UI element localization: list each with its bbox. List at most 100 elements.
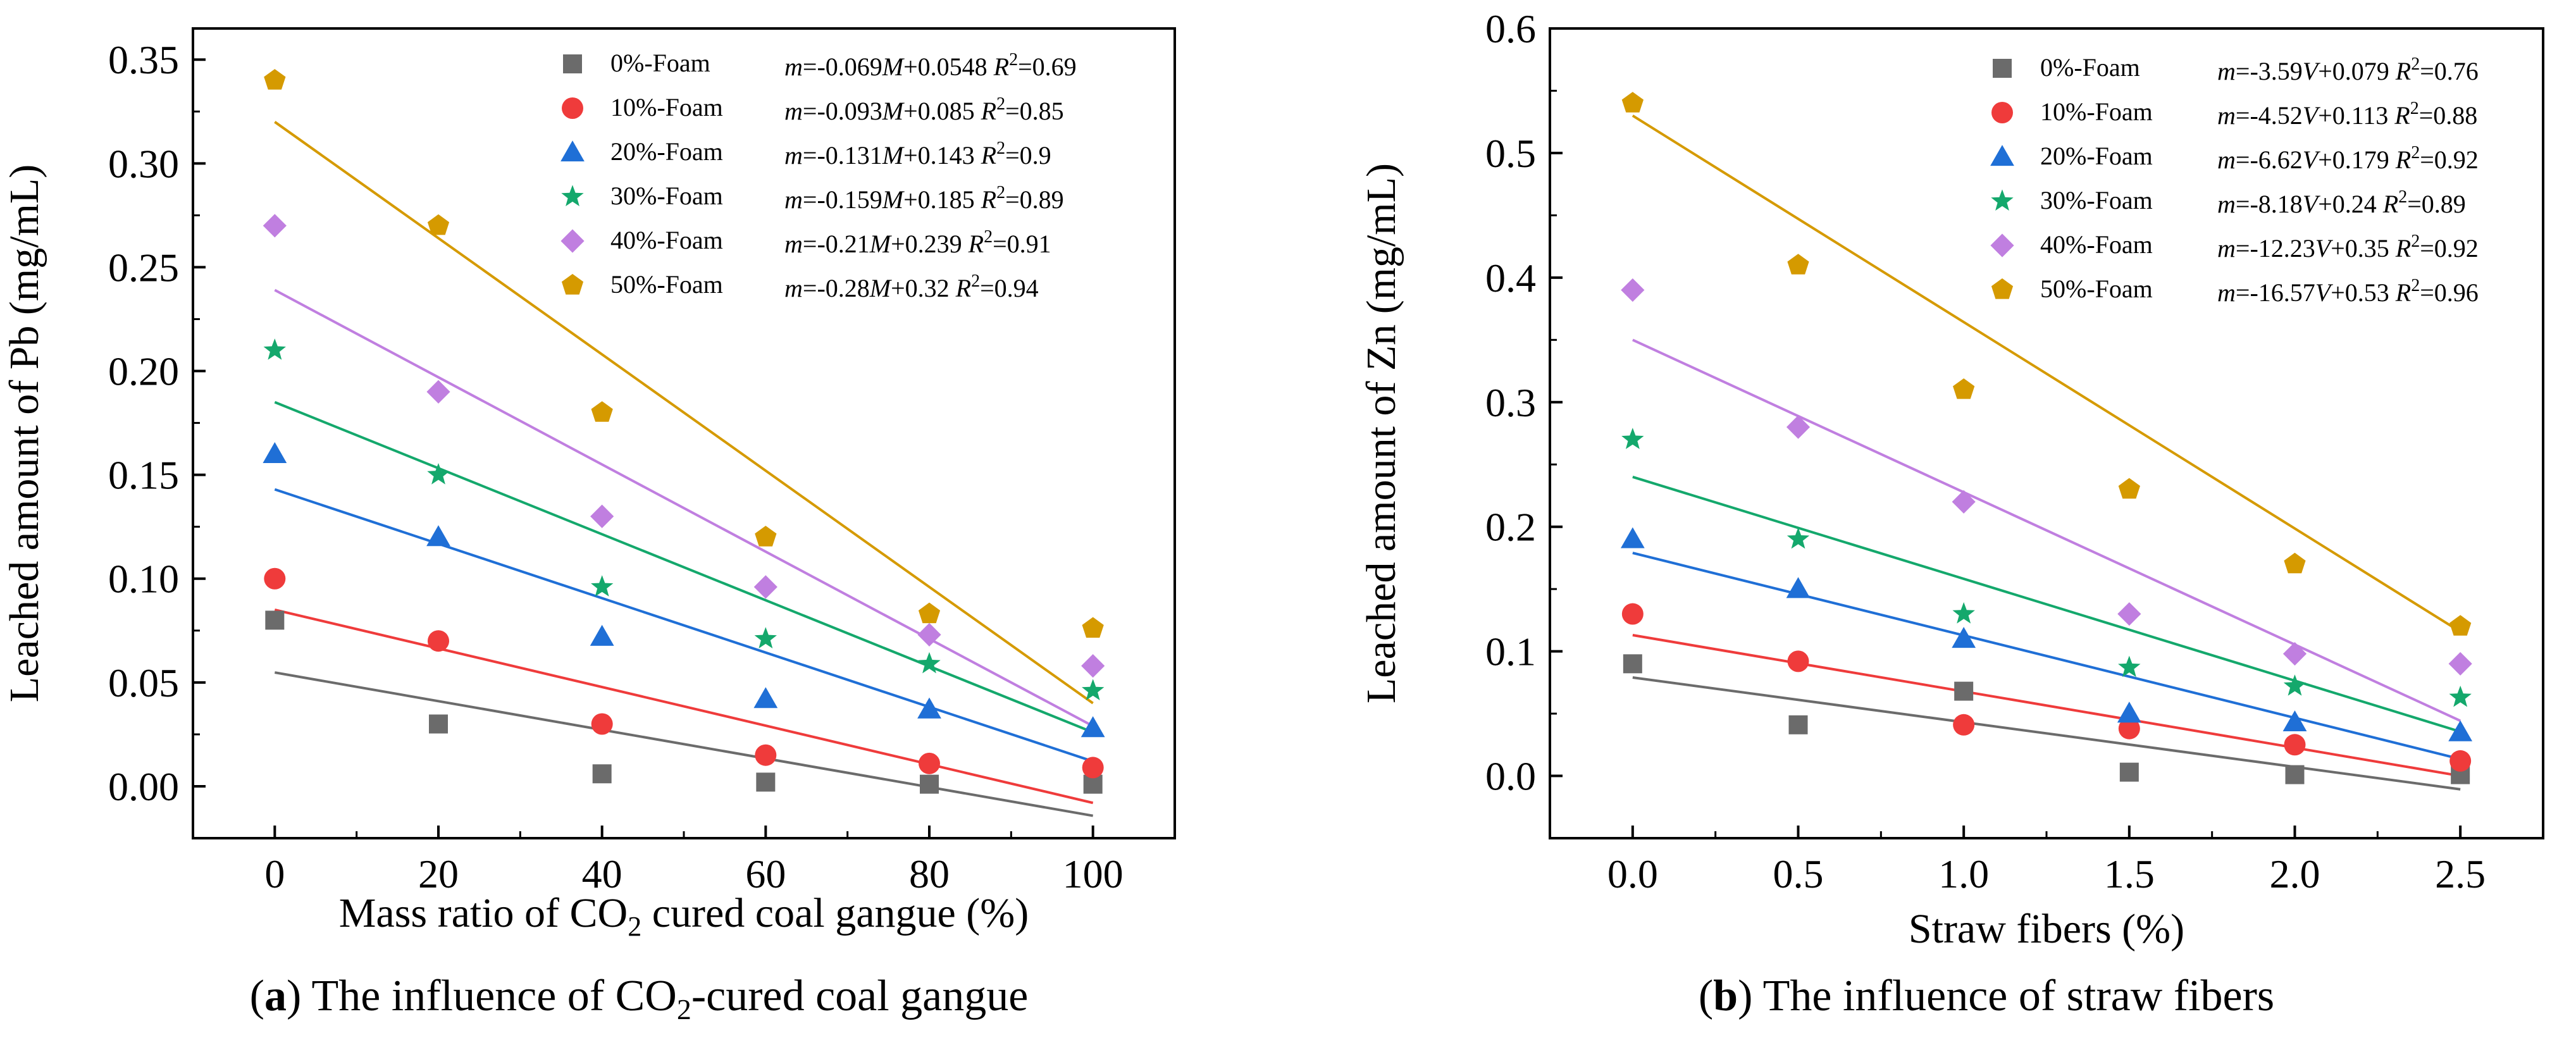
x-tick-label: 0.5: [1773, 851, 1824, 896]
data-point-50pct-Foam: [2118, 478, 2140, 499]
data-point-0pct-Foam: [1954, 681, 1974, 701]
data-point-20pct-Foam: [1081, 716, 1105, 738]
data-point-0pct-Foam: [2285, 765, 2305, 784]
data-point-20pct-Foam: [753, 687, 778, 709]
fit-equation: m=-0.159M+0.185 R2=0.89: [784, 183, 1064, 214]
legend-label: 0%-Foam: [610, 49, 710, 77]
fit-equation: m=-8.18V+0.24 R2=0.89: [2217, 187, 2466, 218]
fit-equation: m=-0.069M+0.0548 R2=0.69: [784, 50, 1077, 81]
fit-equation: m=-16.57V+0.53 R2=0.96: [2217, 276, 2479, 307]
data-point-30pct-Foam: [2118, 655, 2141, 678]
data-point-10pct-Foam: [755, 744, 777, 766]
y-tick-label: 0.25: [108, 245, 179, 290]
y-axis-label: Leached amount of Pb (mg/mL): [1, 164, 47, 702]
data-point-20pct-Foam: [263, 442, 287, 463]
data-point-50pct-Foam: [591, 401, 613, 422]
y-tick-label: 0.5: [1485, 131, 1536, 176]
x-tick-label: 1.5: [2104, 851, 2155, 896]
x-tick-label: 60: [745, 851, 786, 896]
fit-line-30pct-Foam: [1632, 476, 2461, 733]
data-point-50pct-Foam: [1953, 378, 1975, 399]
y-axis-label: Leached amount of Zn (mg/mL): [1358, 163, 1404, 703]
data-point-40pct-Foam: [590, 504, 614, 528]
data-point-40pct-Foam: [753, 575, 777, 599]
data-point-20pct-Foam: [426, 525, 450, 547]
legend-marker: [563, 54, 582, 73]
data-point-40pct-Foam: [263, 214, 287, 238]
data-point-0pct-Foam: [429, 714, 448, 734]
legend-marker: [1991, 278, 2014, 299]
data-point-10pct-Foam: [2449, 750, 2472, 772]
legend-label: 30%-Foam: [2040, 186, 2153, 214]
x-tick-label: 0: [264, 851, 285, 896]
data-point-0pct-Foam: [592, 764, 612, 784]
fit-line-30pct-Foam: [274, 400, 1094, 734]
data-point-40pct-Foam: [1621, 278, 1645, 302]
data-point-10pct-Foam: [428, 630, 449, 652]
fit-line-0pct-Foam: [274, 671, 1094, 817]
y-tick-label: 0.2: [1485, 505, 1536, 550]
data-point-30pct-Foam: [2283, 674, 2307, 696]
panel-b: 0.0 0.1 0.2 0.3 0.4 0.5 0.6 0.0 0.5 1.0 1.5 2.0 2.5 0…: [1358, 6, 2544, 1020]
panel-caption: (b) The influence of straw fibers: [1699, 972, 2274, 1020]
y-tick-label: 0.05: [108, 660, 179, 705]
legend-marker: [560, 229, 585, 253]
data-point-30pct-Foam: [1082, 679, 1105, 700]
data-point-30pct-Foam: [1786, 527, 1810, 549]
data-point-30pct-Foam: [427, 463, 450, 485]
data-point-20pct-Foam: [2117, 702, 2141, 723]
y-tick-label: 0.35: [108, 37, 179, 82]
data-point-10pct-Foam: [1787, 650, 1809, 672]
data-point-50pct-Foam: [918, 602, 941, 624]
data-point-50pct-Foam: [2284, 552, 2306, 574]
legend-label: 50%-Foam: [610, 270, 723, 299]
data-point-50pct-Foam: [1082, 617, 1104, 638]
data-point-20pct-Foam: [1620, 527, 1645, 548]
fit-line-0pct-Foam: [1632, 676, 2461, 791]
data-point-0pct-Foam: [756, 772, 776, 792]
legend-marker: [1991, 189, 2014, 211]
legend-label: 50%-Foam: [2040, 275, 2153, 303]
data-point-30pct-Foam: [918, 652, 941, 674]
legend-label: 10%-Foam: [610, 93, 723, 121]
data-point-10pct-Foam: [1953, 714, 1975, 736]
y-tick-label: 0.00: [108, 764, 179, 809]
fit-line-20pct-Foam: [1632, 552, 2461, 760]
legend-marker: [562, 97, 583, 119]
data-point-20pct-Foam: [917, 697, 941, 719]
data-point-10pct-Foam: [919, 752, 940, 774]
data-point-0pct-Foam: [1788, 715, 1808, 734]
legend-label: 0%-Foam: [2040, 53, 2140, 82]
y-tick-label: 0.3: [1485, 380, 1536, 425]
data-point-0pct-Foam: [265, 610, 285, 630]
data-point-40pct-Foam: [426, 380, 450, 404]
fit-equation: m=-4.52V+0.113 R2=0.88: [2217, 99, 2477, 130]
fit-line-40pct-Foam: [1632, 338, 2461, 722]
data-point-10pct-Foam: [2118, 717, 2140, 739]
data-point-40pct-Foam: [1081, 653, 1105, 678]
data-point-50pct-Foam: [1787, 254, 1809, 275]
data-point-40pct-Foam: [2282, 641, 2307, 666]
data-point-20pct-Foam: [2282, 710, 2307, 732]
data-point-40pct-Foam: [2448, 652, 2472, 676]
fit-line-20pct-Foam: [274, 488, 1094, 763]
data-point-30pct-Foam: [754, 627, 777, 648]
fit-equation: m=-0.093M+0.085 R2=0.85: [784, 94, 1064, 125]
x-tick-label: 1.0: [1938, 851, 1989, 896]
x-tick-label: 2.0: [2270, 851, 2320, 896]
data-point-40pct-Foam: [1952, 490, 1976, 514]
data-point-30pct-Foam: [263, 338, 286, 360]
legend-marker: [1991, 102, 2013, 123]
legend-marker: [561, 274, 584, 295]
data-point-40pct-Foam: [1786, 415, 1811, 439]
data-point-30pct-Foam: [1952, 602, 1975, 624]
y-tick-label: 0.6: [1485, 6, 1536, 51]
data-point-10pct-Foam: [264, 567, 286, 590]
fit-line-10pct-Foam: [274, 609, 1094, 805]
data-point-50pct-Foam: [755, 526, 777, 547]
fit-line-50pct-Foam: [1632, 114, 2461, 633]
fit-equation: m=-6.62V+0.179 R2=0.92: [2217, 143, 2479, 174]
legend-label: 40%-Foam: [610, 226, 723, 254]
legend-label: 40%-Foam: [2040, 230, 2153, 259]
